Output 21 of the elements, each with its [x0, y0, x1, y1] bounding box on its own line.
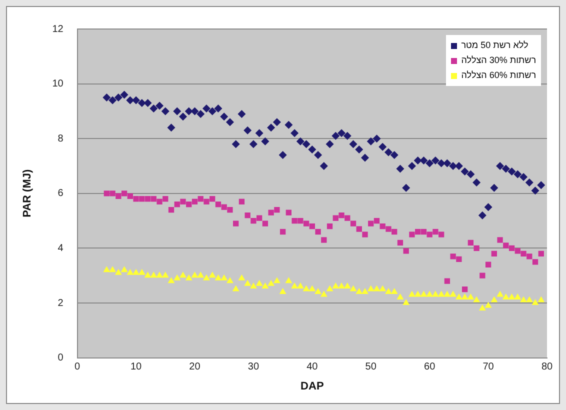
y-axis-title: PAR (MJ): [22, 169, 34, 218]
legend-label: רשתות 30% הצללה: [461, 54, 536, 67]
y-tick-label: 12: [52, 24, 64, 35]
x-tick-label: 70: [482, 362, 494, 373]
x-tick-label: 80: [541, 362, 553, 373]
x-tick-label: 50: [365, 362, 377, 373]
x-tick-label: 0: [74, 362, 81, 373]
x-tick-label: 40: [306, 362, 318, 373]
x-tick-label: 30: [248, 362, 260, 373]
x-tick-label: 10: [130, 362, 142, 373]
legend-label: רשתות 60% הצללה: [461, 69, 536, 82]
y-tick-label: 0: [58, 352, 64, 364]
y-tick-label: 4: [58, 242, 64, 254]
y-tick-label: 6: [58, 188, 64, 200]
y-tick-label: 2: [58, 298, 64, 309]
y-tick-label: 8: [58, 133, 64, 144]
legend-label: ללא רשת 50 מטר: [461, 39, 528, 52]
x-axis-title: DAP: [300, 380, 324, 392]
x-tick-label: 60: [424, 362, 436, 373]
y-tick-label: 10: [52, 78, 64, 90]
x-tick-label: 20: [189, 362, 201, 373]
